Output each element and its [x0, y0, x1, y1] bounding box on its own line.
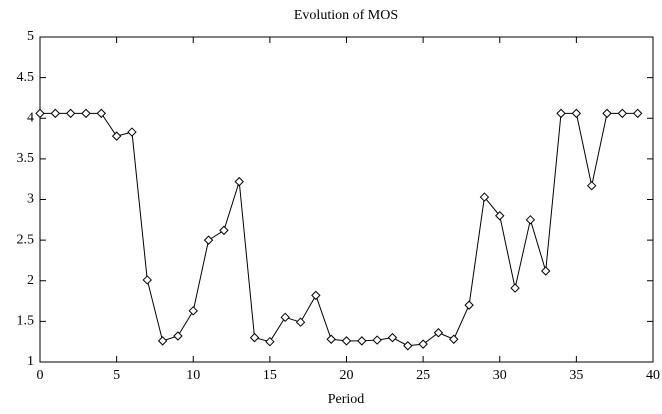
data-point [418, 339, 428, 349]
data-point [479, 192, 490, 202]
x-tick-label: 0 [37, 368, 44, 383]
data-point [326, 334, 336, 344]
y-tick-label: 1.5 [17, 314, 35, 329]
data-point [632, 108, 643, 119]
x-tick-label: 30 [493, 368, 507, 383]
data-point [525, 215, 536, 225]
data-point [617, 108, 628, 119]
x-tick-label: 35 [569, 368, 583, 383]
data-point [203, 235, 214, 245]
data-point [403, 341, 413, 351]
x-tick-label: 20 [340, 368, 354, 383]
data-point [387, 332, 398, 343]
data-point [280, 312, 290, 323]
data-point [495, 211, 505, 221]
data-point [341, 336, 352, 346]
data-point [571, 108, 582, 119]
data-point [188, 306, 198, 316]
data-point [234, 176, 244, 187]
y-tick-label: 3 [27, 192, 34, 207]
x-tick-label: 40 [646, 368, 660, 383]
x-tick-label: 15 [263, 368, 277, 383]
data-point [35, 108, 45, 119]
x-tick-label: 10 [186, 368, 200, 383]
plot-frame [39, 36, 654, 363]
data-point [433, 328, 444, 338]
data-point [556, 108, 566, 119]
data-point [311, 290, 321, 301]
data-point [357, 336, 367, 346]
y-tick-label: 2.5 [17, 232, 35, 247]
data-line [40, 112, 638, 347]
data-point [372, 335, 382, 345]
data-point [464, 300, 474, 310]
data-point [602, 108, 612, 119]
data-point [65, 108, 76, 119]
data-point [449, 334, 459, 344]
y-tick-label: 4.5 [17, 70, 35, 85]
data-point [219, 225, 229, 236]
y-tick-label: 3.5 [17, 151, 35, 166]
x-axis-label: Period [328, 392, 365, 407]
data-point [586, 180, 597, 191]
data-point [541, 266, 551, 276]
data-point [111, 131, 122, 141]
y-tick-label: 5 [27, 29, 34, 44]
data-point [50, 108, 61, 119]
data-point [81, 108, 91, 119]
data-point [96, 108, 107, 119]
y-tick-label: 1 [27, 354, 34, 369]
data-point [265, 336, 275, 347]
data-point [249, 332, 260, 343]
data-point [127, 127, 137, 137]
data-point [295, 317, 306, 327]
y-tick-label: 2 [27, 273, 34, 288]
data-point [157, 336, 168, 346]
data-point [142, 275, 152, 285]
x-tick-label: 5 [113, 368, 120, 383]
x-tick-label: 25 [416, 368, 430, 383]
data-point [173, 331, 183, 341]
data-point [510, 283, 520, 293]
y-tick-label: 4 [27, 110, 34, 125]
chart-title: Evolution of MOS [294, 8, 398, 23]
